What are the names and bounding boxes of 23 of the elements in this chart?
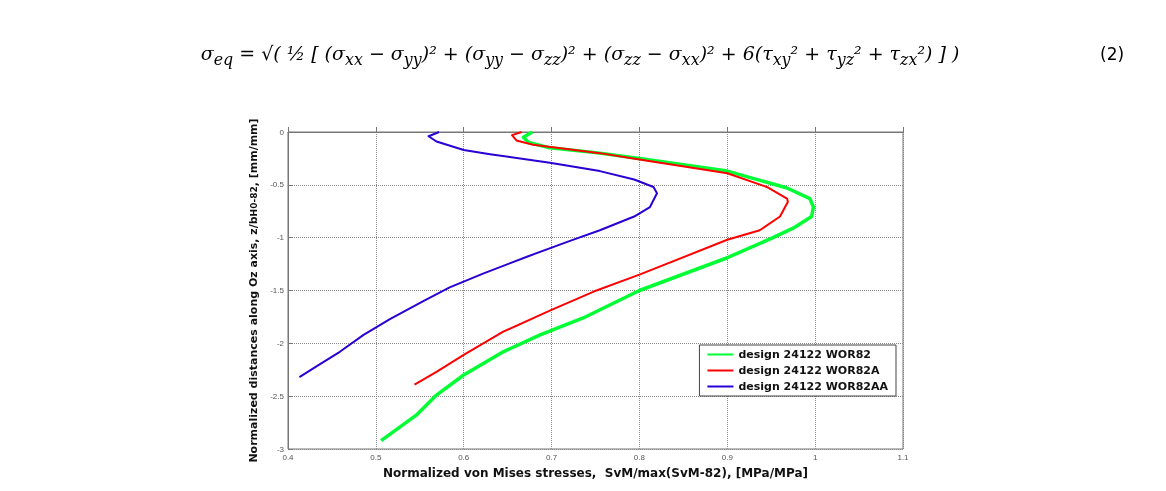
x-tick-label: 0.6 [458, 452, 470, 462]
x-tick-label: 0.8 [633, 452, 646, 462]
legend-label: design 24122 WOR82A [738, 364, 880, 377]
y-axis-title: Normalized distances along Oz axis, z/bH0-82, [mm/mm] [247, 118, 261, 463]
x-axis-title: Normalized von Mises stresses, SvM/max(SvM-82), [MPa/MPa] [382, 466, 809, 480]
line-series [298, 131, 658, 379]
y-tick-label: -1.5 [270, 286, 285, 295]
x-tick-label: 1.1 [897, 452, 910, 462]
legend-label: design 24122 WOR82 [738, 348, 871, 361]
legend-label: design 24122 WOR82AA [738, 380, 889, 393]
text: (2) [1100, 44, 1125, 64]
y-tick-label: -1 [276, 233, 285, 243]
x-tick-label: 0.5 [370, 452, 382, 462]
x-tick-label: 0.4 [282, 452, 295, 462]
x-tick-label: 1 [812, 452, 818, 462]
x-tick-label: 0.7 [546, 452, 558, 462]
y-tick-label: -2 [276, 338, 285, 348]
x-tick-label: 0.9 [721, 452, 734, 462]
text: σ$_{eq}$ = √( ½ [ (σ$_{xx}$ − σ$_{yy}$)² + (σ$_{yy}$ − σ$_{zz}$)² + (σ$_{zz}$ − σ$_{xx}$)² + 6(τ$_{xy}$² + τ$_{yz}$² + τ$_{zx}$²) ] ) [200, 42, 960, 69]
y-tick-label: -3 [276, 444, 285, 454]
y-tick-label: -0.5 [270, 180, 285, 190]
y-tick-label: -2.5 [270, 391, 285, 401]
y-tick-label: 0 [279, 127, 285, 137]
